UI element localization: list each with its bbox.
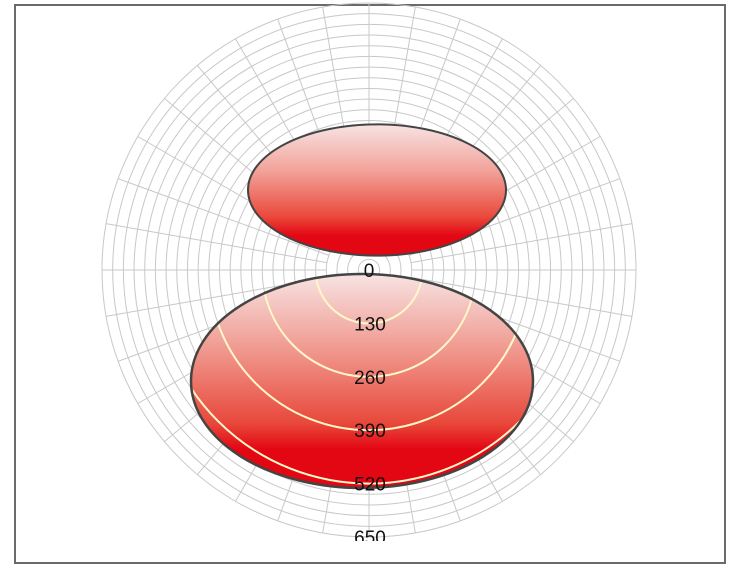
radial-tick-labels: 0 130 260 390 520 650 (354, 261, 386, 541)
grid-spoke (410, 223, 633, 264)
lobes (189, 123, 535, 490)
lobe-lower-outline (189, 272, 535, 490)
lobe-upper (247, 123, 507, 257)
contour-arc (207, 274, 531, 432)
radial-tick-label: 520 (354, 475, 386, 496)
grid-spoke (105, 223, 328, 264)
radial-tick-label: 0 (364, 261, 375, 282)
contour-arc (191, 274, 533, 485)
contour-arc (261, 274, 477, 378)
radial-tick-label: 390 (354, 421, 386, 442)
contour-arc (314, 274, 424, 325)
grid-spoke (117, 178, 330, 256)
radial-tick-label: 650 (354, 528, 386, 541)
radial-tick-label: 130 (354, 314, 386, 335)
radial-tick-label: 260 (354, 368, 386, 389)
polar-chart: 0 130 260 390 520 650 (101, 2, 637, 541)
lobe-lower (191, 274, 533, 488)
grid-spoke (410, 276, 633, 317)
